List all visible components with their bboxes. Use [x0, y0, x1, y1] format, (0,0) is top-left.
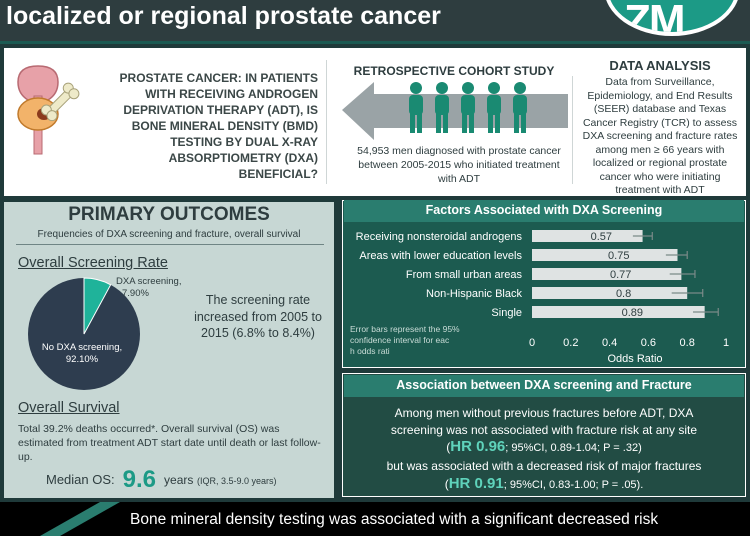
pie-label-no-dxa: No DXA screening, 92.10% [40, 342, 124, 366]
factors-title-bar [344, 200, 744, 222]
association-line-1: Among men without previous fractures bef… [394, 406, 694, 420]
odds-ratio-bar [532, 306, 705, 318]
prostate-question: Prostate cancer: in patients with receiv… [88, 70, 318, 182]
page-title: localized or regional prostate cancer [6, 2, 441, 30]
question-line: with receiving androgen [145, 87, 318, 101]
x-tick-label: 0.8 [680, 337, 695, 349]
bar-value-label: 0.57 [591, 231, 612, 243]
category-label: Areas with lower education levels [359, 250, 522, 262]
x-tick-label: 0 [529, 337, 535, 349]
bar-value-label: 0.75 [608, 250, 629, 262]
bone-icon [40, 82, 80, 122]
odds-ratio-chart: Receiving nonsteroidal androgens 0.57 Area… [350, 230, 729, 365]
chart-note: Error bars represent the 95% confidence i… [350, 324, 460, 356]
hr-open-paren: ( [446, 440, 451, 454]
bar-value-label: 0.89 [622, 307, 643, 319]
cohort-people-graphic [342, 82, 568, 140]
factors-panel [342, 200, 746, 368]
section-divider [326, 60, 327, 184]
association-hr-1: (HR 0.96; 95%CI, 0.89-1.04; P = .32) [346, 438, 742, 457]
question-line: testing by dual x-ray [170, 135, 318, 149]
association-hr-2: (HR 0.91; 95%CI, 0.83-1.00; P = .05). [346, 475, 742, 494]
data-analysis-title: DATA ANALYSIS [609, 58, 711, 73]
category-label: Receiving nonsteroidal androgens [356, 231, 523, 243]
x-tick-label: 1 [723, 337, 729, 349]
category-label: Non-Hispanic Black [426, 288, 522, 300]
screening-rate-text: The screening rate increased from 2005 t… [194, 293, 322, 340]
arrow-icon [342, 82, 568, 140]
hazard-ratio-value: HR 0.96 [450, 438, 506, 455]
median-os-unit: years [164, 473, 194, 487]
question-line: absorptiometry (DXA) beneficial? [168, 151, 318, 181]
association-title: Association between DXA screening and Fr… [396, 378, 692, 392]
person-icon [487, 82, 501, 133]
x-tick-label: 0.2 [563, 337, 578, 349]
section-divider [572, 76, 573, 184]
odds-ratio-bar [532, 268, 682, 280]
association-line-2: screening was not associated with fractu… [390, 423, 698, 437]
pie-slice-dxa [83, 277, 112, 335]
question-line: Prostate cancer: in patients [119, 71, 318, 85]
brand-logo-text: ZM [624, 0, 686, 36]
study-overview-panel: Prostate cancer: in patients with receiv… [4, 48, 746, 196]
median-os-row: Median OS: 9.6 years (IQR, 3.5-9.0 years) [46, 466, 277, 494]
bar-value-label: 0.8 [616, 288, 631, 300]
pencil-icon [40, 502, 120, 536]
bladder-shape [17, 65, 59, 101]
association-line-3: but was associated with a decreased risk… [386, 459, 702, 473]
section-rule [16, 244, 324, 245]
primary-outcomes-panel: PRIMARY OUTCOMES Frequencies of DXA scre… [4, 202, 334, 498]
primary-outcomes-title: PRIMARY OUTCOMES [68, 204, 270, 225]
bar-value-label: 0.77 [610, 269, 631, 281]
primary-outcomes-subtitle: Frequencies of DXA screening and fractur… [37, 229, 301, 240]
x-tick-label: 0.6 [641, 337, 656, 349]
hazard-ratio-ci: ; 95%CI, 0.83-1.00; P = .05). [503, 479, 644, 491]
factors-title: Factors Associated with DXA Screening [425, 203, 663, 217]
hr-open-paren: ( [444, 477, 449, 491]
pie-label-dxa-value: 7.90% [122, 288, 149, 299]
category-label: Single [491, 307, 522, 319]
screening-pie-chart [28, 277, 140, 390]
hazard-ratio-value: HR 0.91 [448, 475, 504, 492]
cohort-title: RETROSPECTIVE COHORT STUDY [353, 64, 555, 78]
odds-ratio-bar [532, 230, 643, 242]
odds-ratio-bar [532, 287, 688, 299]
overall-survival-text: Total 39.2% deaths occurred*. Overall su… [18, 423, 321, 463]
overall-survival-heading: Overall Survival [18, 400, 120, 416]
median-os-label: Median OS: [46, 472, 115, 487]
conclusion-banner [0, 502, 750, 536]
hazard-ratio-ci: ; 95%CI, 0.89-1.04; P = .32) [505, 442, 642, 454]
question-line: deprivation therapy (ADT), is [123, 103, 318, 117]
category-label: From small urban areas [406, 269, 523, 281]
pie-label-no-dxa-value: 92.10% [65, 354, 99, 365]
question-line: bone mineral density (BMD) [131, 119, 318, 133]
person-icon [461, 82, 475, 133]
data-analysis-body: Data from Surveillance, Epidemiology, an… [582, 76, 738, 196]
median-os-value: 9.6 [122, 466, 157, 493]
cohort-description: 54,953 men diagnosed with prostate cance… [357, 145, 561, 185]
x-axis-label: Odds Ratio [607, 353, 662, 365]
association-title-bar [344, 375, 744, 397]
pie-label-dxa-name: DXA screening, [116, 276, 182, 287]
person-icon [435, 82, 449, 133]
median-os-iqr: (IQR, 3.5-9.0 years) [197, 476, 277, 486]
conclusion-text: Bone mineral density testing was associa… [130, 511, 659, 528]
pie-label-no-dxa-name: No DXA screening, [41, 342, 123, 353]
pie-label-dxa: DXA screening, 7.90% [116, 276, 181, 300]
person-icon [409, 82, 423, 133]
prostate-illustration [17, 65, 80, 155]
screening-rate-heading: Overall Screening Rate [18, 255, 168, 271]
x-tick-label: 0.4 [602, 337, 617, 349]
odds-ratio-bar [532, 249, 678, 261]
person-icon [513, 82, 527, 133]
